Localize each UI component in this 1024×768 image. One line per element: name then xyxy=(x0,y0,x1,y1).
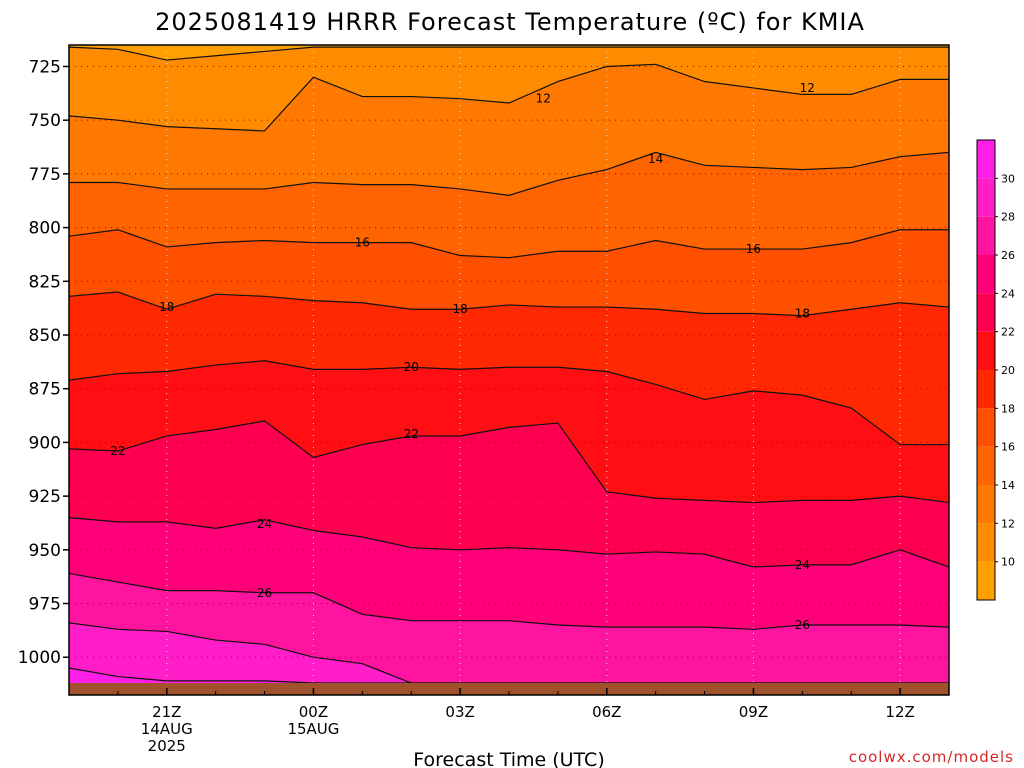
contour-label-layer: 12 12 14 16 16 18 18 18 20 22 22 24 24 26 26 xyxy=(110,81,815,632)
isotherm-18 xyxy=(69,291,949,317)
x-tick-label-03Z-0: 03Z xyxy=(445,703,474,721)
isotherm-14 xyxy=(69,151,949,196)
x-tick-label-06Z-0: 06Z xyxy=(592,703,621,721)
chart-title: 2025081419 HRRR Forecast Temperature (ºC… xyxy=(155,8,865,36)
contour-label-12-0: 12 xyxy=(536,92,551,106)
ground-layer xyxy=(69,683,949,695)
isotherm-layer xyxy=(69,46,949,684)
colorbar-label-26: 26 xyxy=(1001,249,1015,262)
x-tick-label-12Z-0: 12Z xyxy=(885,703,914,721)
grid-layer xyxy=(69,45,949,695)
isotherm-16 xyxy=(69,229,949,259)
colorbar-label-16: 16 xyxy=(1001,441,1015,454)
isotherm-12 xyxy=(69,63,949,132)
y-tick-label-825: 825 xyxy=(29,272,61,292)
colorbar-segment-10 xyxy=(977,178,995,217)
y-tick-label-900: 900 xyxy=(29,433,61,453)
contour-label-18-6: 18 xyxy=(452,302,467,316)
colorbar-segment-2 xyxy=(977,485,995,524)
isotherm-22 xyxy=(69,420,949,504)
isotherm-26 xyxy=(69,572,949,630)
pressure-axis: 725 750 775 800 825 850 875 900 925 950 975 1000 xyxy=(18,57,69,668)
isotherm-10 xyxy=(69,46,949,61)
y-tick-label-775: 775 xyxy=(29,165,61,185)
y-tick-label-800: 800 xyxy=(29,219,61,239)
colorbar-segment-4 xyxy=(977,408,995,447)
contour-label-26-14: 26 xyxy=(795,618,810,632)
contour-label-22-10: 22 xyxy=(404,427,419,441)
y-tick-label-725: 725 xyxy=(29,57,61,77)
colorbar-segment-3 xyxy=(977,446,995,485)
colorbar-label-20: 20 xyxy=(1001,364,1015,377)
isotherm-24 xyxy=(69,516,949,568)
colorbar-segment-6 xyxy=(977,331,995,370)
x-tick-label-00Z-0: 00Z xyxy=(299,703,328,721)
x-tick-label-09Z-0: 09Z xyxy=(739,703,768,721)
colorbar-label-30: 30 xyxy=(1001,172,1015,185)
y-tick-label-1000: 1000 xyxy=(18,648,61,668)
colorbar-label-28: 28 xyxy=(1001,211,1015,224)
colorbar-segment-8 xyxy=(977,255,995,294)
colorbar-label-22: 22 xyxy=(1001,326,1015,339)
contour-label-18-5: 18 xyxy=(159,300,174,314)
contour-label-22-9: 22 xyxy=(110,444,125,458)
contour-label-20-8: 20 xyxy=(404,360,419,374)
colorbar: 10 12 14 16 18 20 22 24 26 28 30 xyxy=(976,139,1015,601)
contour-label-12-1: 12 xyxy=(800,81,815,95)
colorbar-label-14: 14 xyxy=(1001,479,1015,492)
credit-text: coolwx.com/models xyxy=(849,748,1014,766)
colorbar-segment-7 xyxy=(977,293,995,332)
temperature-fill-layer xyxy=(69,45,949,695)
contour-label-18-7: 18 xyxy=(795,307,810,321)
contour-label-24-12: 24 xyxy=(795,558,810,572)
colorbar-label-18: 18 xyxy=(1001,402,1015,415)
y-tick-label-925: 925 xyxy=(29,487,61,507)
colorbar-label-24: 24 xyxy=(1001,287,1015,300)
colorbar-segment-0 xyxy=(977,561,995,600)
x-tick-label-00Z-1: 15AUG xyxy=(287,720,339,738)
contour-label-14-2: 14 xyxy=(648,152,663,166)
y-tick-label-850: 850 xyxy=(29,326,61,346)
y-tick-label-975: 975 xyxy=(29,595,61,615)
x-tick-label-21Z-1: 14AUG xyxy=(141,720,193,738)
ground-band xyxy=(69,683,949,695)
y-tick-label-950: 950 xyxy=(29,541,61,561)
band-28 xyxy=(69,622,949,695)
contour-label-16-3: 16 xyxy=(355,236,370,250)
y-tick-label-750: 750 xyxy=(29,111,61,131)
x-axis-label: Forecast Time (UTC) xyxy=(413,749,604,768)
colorbar-label-12: 12 xyxy=(1001,517,1015,530)
y-tick-label-875: 875 xyxy=(29,380,61,400)
x-tick-label-21Z-0: 21Z xyxy=(152,703,181,721)
x-tick-label-21Z-2: 2025 xyxy=(148,737,186,755)
contour-label-16-4: 16 xyxy=(746,242,761,256)
isotherm-20 xyxy=(69,360,949,446)
colorbar-segment-5 xyxy=(977,370,995,409)
contour-label-24-11: 24 xyxy=(257,517,272,531)
colorbar-segment-9 xyxy=(977,216,995,255)
contour-label-26-13: 26 xyxy=(257,586,272,600)
colorbar-segment-11 xyxy=(977,140,995,179)
colorbar-segment-1 xyxy=(977,523,995,562)
colorbar-label-10: 10 xyxy=(1001,556,1015,569)
